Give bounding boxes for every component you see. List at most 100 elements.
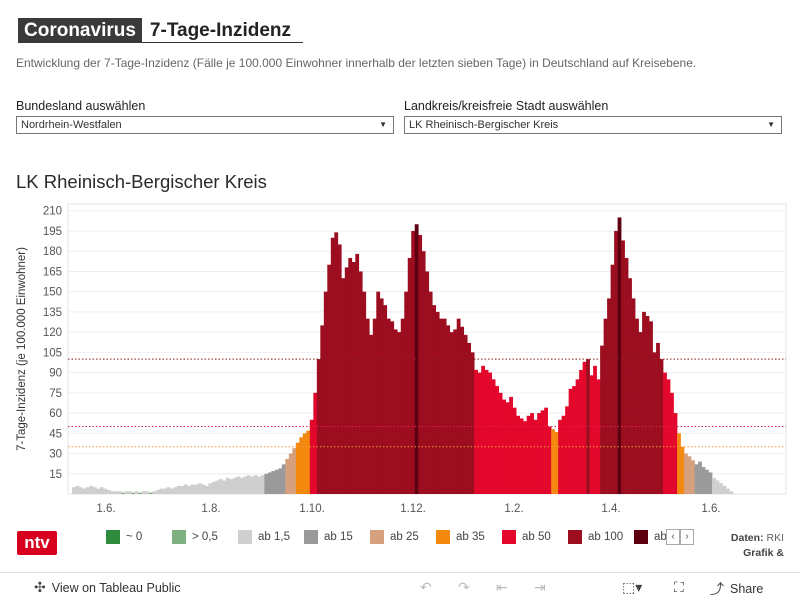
incidence-bar — [229, 479, 234, 494]
incidence-bar — [659, 359, 664, 494]
incidence-bar — [400, 318, 405, 494]
incidence-bar — [117, 491, 122, 494]
legend-item[interactable]: ab 25 — [370, 530, 436, 544]
legend-item[interactable]: > 0,5 — [172, 530, 238, 544]
y-tick-label: 90 — [49, 368, 62, 380]
incidence-bar — [544, 407, 548, 494]
topic-title: 7-Tage-Inzidenz — [141, 18, 304, 43]
incidence-bar — [341, 278, 346, 494]
incidence-bar — [467, 342, 472, 494]
y-tick-label: 45 — [49, 428, 62, 440]
incidence-bar — [397, 332, 402, 494]
undo-icon: ↶ — [420, 579, 432, 595]
incidence-bar — [316, 359, 321, 494]
x-tick-label: 1.6. — [96, 503, 115, 515]
incidence-bar — [96, 488, 101, 494]
incidence-chart[interactable]: 15 30 45 60 75 90 105 120 135 150 165 180 195 210 1.6.… — [0, 196, 800, 516]
incidence-bar — [561, 415, 566, 494]
revert-button[interactable]: ⇤ — [496, 579, 514, 596]
view-on-tableau-link[interactable]: ✣ View on Tableau Public — [34, 579, 181, 596]
legend-item[interactable]: ab 100 — [568, 530, 634, 544]
legend-item[interactable]: ab 15 — [304, 530, 370, 544]
incidence-bar — [582, 361, 587, 494]
incidence-bar — [225, 477, 230, 494]
incidence-bar — [82, 488, 87, 494]
incidence-bar — [327, 264, 332, 494]
incidence-bar — [72, 487, 76, 494]
district-selector: Landkreis/kreisfreie Stadt auswählen LK … — [404, 99, 782, 134]
legend-label: ab 15 — [324, 531, 353, 543]
incidence-bar — [215, 480, 220, 494]
y-tick-label: 75 — [49, 388, 62, 400]
incidence-bar — [414, 224, 419, 495]
legend-swatch — [172, 530, 186, 544]
incidence-bar — [638, 332, 643, 494]
incidence-bar — [267, 472, 272, 494]
incidence-bar — [148, 492, 153, 494]
incidence-bar — [355, 253, 360, 494]
legend-item[interactable]: ab 35 — [436, 530, 502, 544]
y-tick-label: 150 — [43, 287, 62, 299]
download-button[interactable]: ⬚▾ — [622, 579, 648, 596]
chevron-right-icon[interactable]: › — [680, 529, 694, 545]
incidence-bar — [78, 487, 83, 494]
incidence-bar — [306, 430, 311, 494]
incidence-bar — [708, 472, 713, 494]
y-tick-label: 165 — [43, 266, 62, 278]
incidence-bar — [463, 334, 468, 494]
incidence-bar — [330, 237, 335, 494]
undo-button[interactable]: ↶ — [420, 579, 438, 596]
state-dropdown-value: Nordrhein-Westfalen — [21, 119, 122, 131]
fullscreen-button[interactable]: ⛶ — [674, 579, 690, 596]
incidence-bar — [299, 437, 304, 494]
y-tick-label: 30 — [49, 449, 62, 461]
legend-swatch — [436, 530, 450, 544]
incidence-bar — [120, 492, 125, 494]
incidence-bar — [649, 321, 653, 494]
incidence-bar — [274, 469, 279, 494]
incidence-bar — [614, 230, 618, 494]
incidence-bar — [516, 415, 520, 494]
redo-button[interactable]: ↷ — [458, 579, 476, 596]
x-tick-label: 1.12. — [400, 503, 426, 515]
legend-item[interactable]: ab 50 — [502, 530, 568, 544]
incidence-bar — [729, 491, 734, 494]
incidence-bar — [358, 271, 363, 494]
district-dropdown[interactable]: LK Rheinisch-Bergischer Kreis ▼ — [404, 116, 782, 134]
redo-icon: ↷ — [458, 579, 470, 595]
incidence-bar — [523, 421, 527, 494]
share-button[interactable]: ⤴ Share — [710, 579, 763, 599]
share-icon: ⤴ — [710, 581, 724, 597]
incidence-bar — [540, 410, 545, 494]
incidence-bar — [680, 446, 685, 494]
legend-item[interactable]: ab 1,5 — [238, 530, 304, 544]
incidence-bar — [124, 491, 129, 494]
legend-label: ~ 0 — [126, 531, 143, 543]
legend-swatch — [106, 530, 120, 544]
incidence-bar — [421, 251, 426, 494]
incidence-bar — [232, 477, 237, 494]
incidence-bar — [530, 413, 534, 494]
incidence-bar — [295, 442, 300, 494]
incidence-bar — [418, 235, 423, 494]
incidence-bar — [250, 476, 255, 494]
incidence-bar — [365, 318, 370, 494]
legend-item[interactable]: ~ 0 — [106, 530, 172, 544]
pause-button[interactable]: ⇥ — [534, 579, 552, 596]
source-value: RKI — [766, 532, 784, 544]
y-tick-label: 105 — [43, 347, 62, 359]
view-on-tableau-label: View on Tableau Public — [51, 580, 181, 595]
incidence-bar — [110, 491, 115, 494]
chevron-left-icon[interactable]: ‹ — [666, 529, 680, 545]
state-dropdown[interactable]: Nordrhein-Westfalen ▼ — [16, 116, 394, 134]
incidence-bar — [603, 318, 608, 494]
revert-icon: ⇤ — [496, 579, 508, 595]
incidence-bar — [694, 464, 699, 494]
y-tick-label: 195 — [43, 226, 62, 238]
incidence-bar — [85, 487, 90, 494]
incidence-bar — [698, 461, 702, 494]
incidence-bar — [386, 318, 391, 494]
incidence-bar — [344, 267, 349, 494]
incidence-bar — [281, 464, 286, 494]
legend-swatch — [304, 530, 318, 544]
